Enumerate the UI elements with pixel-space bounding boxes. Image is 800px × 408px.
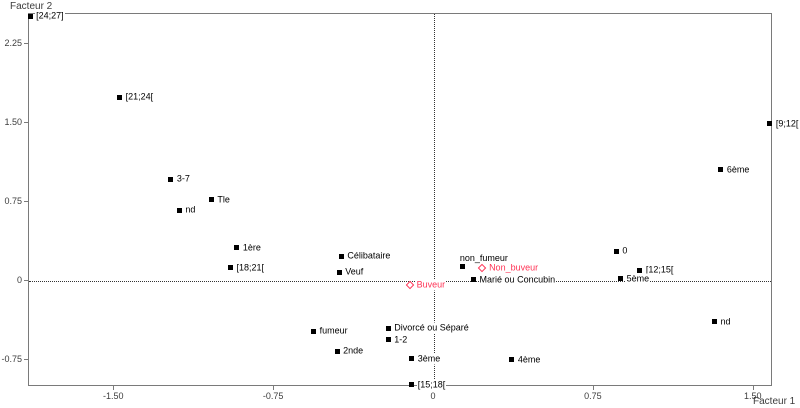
data-point-label: 1-2 <box>393 334 409 346</box>
data-point-label: [21;24[ <box>124 91 155 103</box>
filled-square-marker-icon <box>613 248 619 254</box>
filled-square-marker-icon <box>234 245 240 251</box>
x-tick-label: -1.50 <box>103 391 124 401</box>
data-point-label: [15;18[ <box>416 379 447 391</box>
data-point-label: 6ème <box>725 164 751 176</box>
filled-square-marker-icon <box>385 325 391 331</box>
filled-square-marker-icon <box>509 357 515 363</box>
zero-horizontal-line <box>29 280 771 282</box>
data-point-label: Buveur <box>415 279 447 291</box>
filled-square-marker-icon <box>176 207 182 213</box>
data-point-label: [24;27] <box>35 10 65 22</box>
filled-square-marker-icon <box>338 253 344 259</box>
y-tick-label: 0.75 <box>4 195 22 206</box>
data-point-label: 0 <box>621 245 629 257</box>
data-point-label: Célibataire <box>346 250 392 262</box>
x-tick-label: 0.75 <box>584 391 602 401</box>
filled-square-marker-icon <box>618 276 624 282</box>
y-axis-title: Facteur 2 <box>10 1 53 12</box>
filled-square-marker-icon <box>228 265 234 271</box>
filled-square-marker-icon <box>385 337 391 343</box>
y-tick-label: -0.75 <box>1 353 22 364</box>
x-axis-title: Facteur 1 <box>753 396 796 407</box>
x-tick-label: 1.50 <box>744 391 762 401</box>
plot-area <box>28 13 772 386</box>
y-tick-label: 0 <box>16 274 22 285</box>
x-tick-mark <box>273 386 275 390</box>
data-point-label: Veuf <box>344 266 365 278</box>
filled-square-marker-icon <box>409 356 415 362</box>
zero-vertical-line <box>434 14 436 385</box>
x-tick-mark <box>113 386 115 390</box>
data-point-label: [18;21[ <box>235 262 266 274</box>
filled-square-marker-icon <box>311 328 317 334</box>
y-tick-label: 2.25 <box>4 37 22 48</box>
filled-square-marker-icon <box>711 319 717 325</box>
filled-square-marker-icon <box>208 197 214 202</box>
filled-square-marker-icon <box>718 167 724 173</box>
y-tick-mark <box>24 121 28 123</box>
data-point-label: Marié ou Concubin <box>478 274 557 286</box>
filled-square-marker-icon <box>637 267 643 273</box>
x-tick-mark <box>752 386 754 390</box>
data-point-label: Non_buveur <box>488 262 540 274</box>
filled-square-marker-icon <box>460 264 466 270</box>
y-tick-mark <box>24 358 28 360</box>
x-tick-mark <box>592 386 594 390</box>
x-tick-label: 0 <box>430 391 436 401</box>
data-point-label: non_fumeur <box>458 252 509 264</box>
data-point-label: nd <box>184 204 197 216</box>
data-point-label: nd <box>719 316 732 328</box>
x-tick-label: -0.75 <box>262 391 284 401</box>
data-point-label: [9;12[ <box>774 118 800 130</box>
y-tick-label: 1.50 <box>4 116 22 127</box>
filled-square-marker-icon <box>168 176 174 182</box>
filled-square-marker-icon <box>117 94 123 100</box>
filled-square-marker-icon <box>767 121 773 127</box>
y-tick-mark <box>24 42 28 44</box>
filled-square-marker-icon <box>334 348 340 354</box>
data-point-label: 5ème <box>625 273 651 285</box>
data-point-label: 3ème <box>416 353 442 365</box>
filled-square-marker-icon <box>336 269 342 275</box>
data-point-label: [12;15[ <box>644 264 675 276</box>
filled-square-marker-icon <box>27 13 33 19</box>
data-point-label: 2nde <box>342 345 365 357</box>
data-point-label: Divorcé ou Séparé <box>393 322 470 334</box>
data-point-label: 1ère <box>241 242 262 254</box>
filled-square-marker-icon <box>409 382 415 388</box>
data-point-label: 3-7 <box>175 173 191 185</box>
data-point-label: Tle <box>216 194 231 205</box>
data-point-label: fumeur <box>318 325 349 337</box>
y-tick-mark <box>24 279 28 281</box>
y-tick-mark <box>24 200 28 202</box>
filled-square-marker-icon <box>471 277 477 283</box>
data-point-label: 4ème <box>516 354 542 366</box>
